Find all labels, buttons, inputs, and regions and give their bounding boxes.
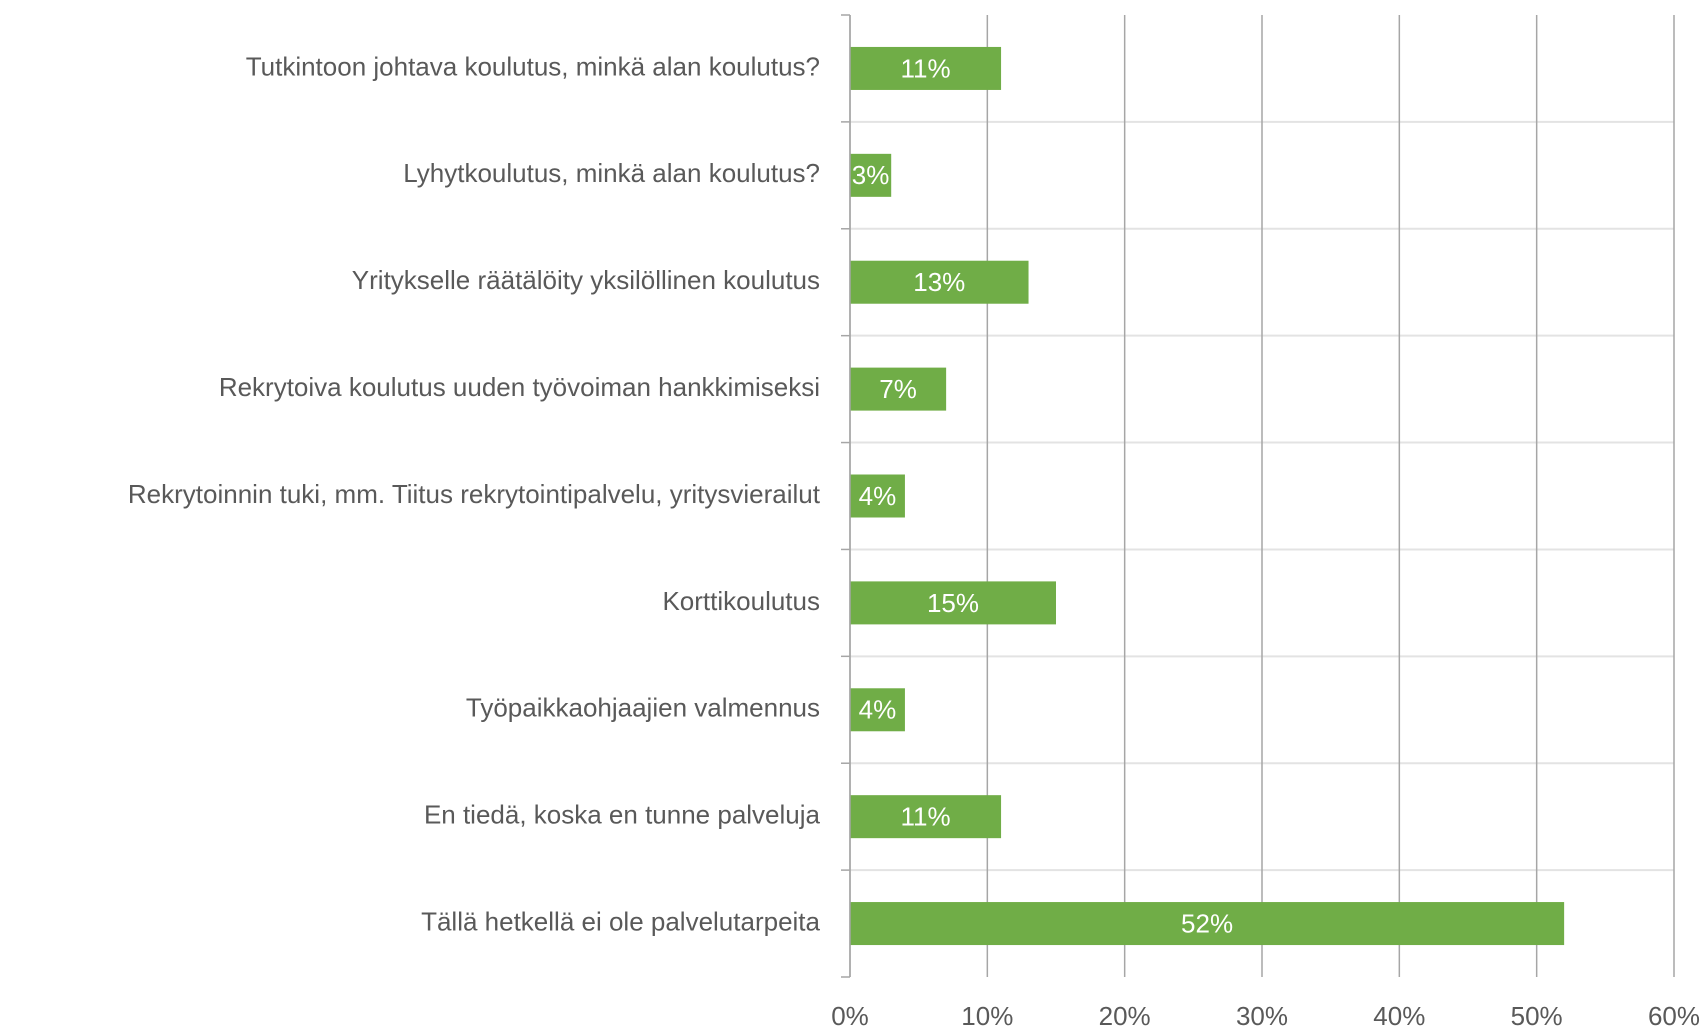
y-tick-label: Rekrytoinnin tuki, mm. Tiitus rekrytoint… (128, 479, 821, 509)
y-tick-label: Korttikoulutus (662, 586, 820, 616)
x-tick-label: 30% (1236, 1001, 1288, 1031)
bar (850, 153, 892, 197)
y-tick-label: Rekrytoiva koulutus uuden työvoiman hank… (219, 372, 820, 402)
x-tick-label: 10% (961, 1001, 1013, 1031)
bar (850, 688, 905, 732)
bar-value-label: 4% (859, 695, 897, 725)
x-tick-label: 0% (831, 1001, 869, 1031)
x-tick-label: 40% (1373, 1001, 1425, 1031)
y-tick-label: Työpaikkaohjaajien valmennus (466, 693, 820, 723)
bar-value-label: 11% (900, 802, 950, 832)
bar (850, 474, 905, 518)
bar-value-label: 4% (859, 481, 897, 511)
x-tick-label: 20% (1099, 1001, 1151, 1031)
x-tick-label: 50% (1511, 1001, 1563, 1031)
x-tick-label: 60% (1648, 1001, 1700, 1031)
bar-value-label: 15% (927, 588, 979, 618)
y-tick-label: Tällä hetkellä ei ole palvelutarpeita (421, 906, 820, 936)
y-tick-label: Tutkintoon johtava koulutus, minkä alan … (246, 51, 820, 81)
bar-value-label: 7% (879, 374, 917, 404)
y-tick-label: Lyhytkoulutus, minkä alan koulutus? (403, 158, 820, 188)
bar (850, 902, 1565, 946)
bar (850, 581, 1056, 625)
bar (850, 367, 947, 411)
bar (850, 46, 1002, 90)
y-tick-label: En tiedä, koska en tunne palveluja (424, 800, 821, 830)
bar (850, 260, 1029, 304)
y-tick-label: Yritykselle räätälöity yksilöllinen koul… (352, 265, 820, 295)
bar (850, 795, 1002, 839)
bar-value-label: 11% (900, 53, 950, 83)
bar-value-label: 52% (1181, 908, 1233, 938)
bar-value-label: 3% (852, 160, 890, 190)
bar-value-label: 13% (913, 267, 965, 297)
